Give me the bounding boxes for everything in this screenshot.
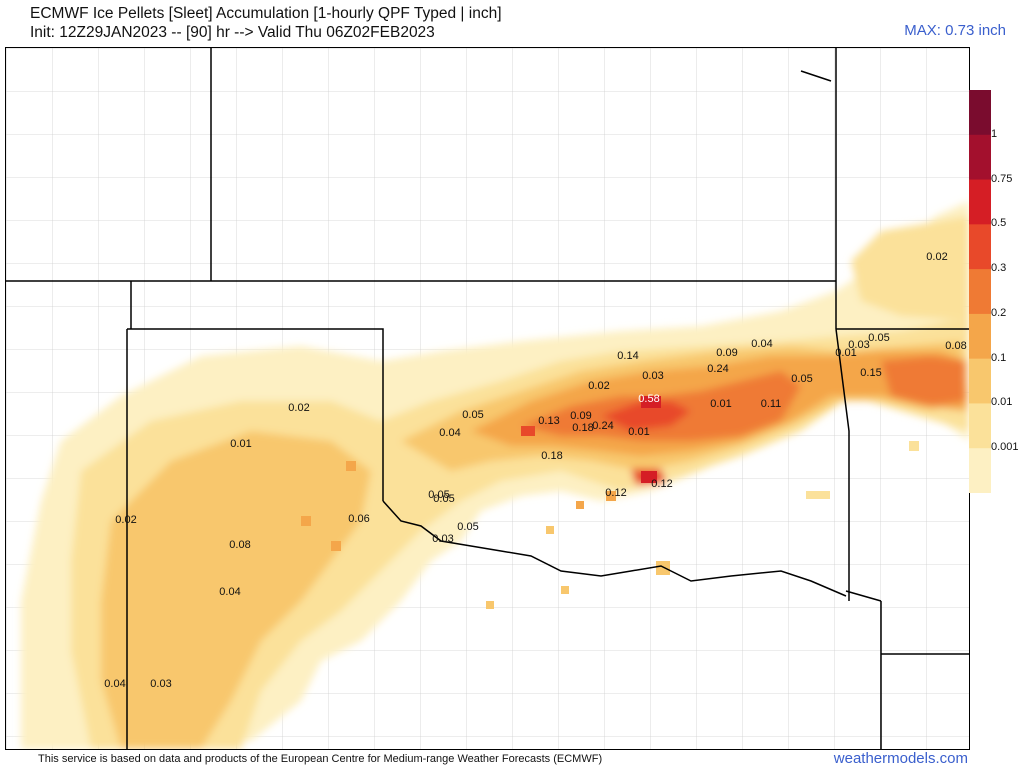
colorbar-label: 0.01 (991, 396, 1013, 409)
title-line-2: Init: 12Z29JAN2023 -- [90] hr --> Valid … (30, 24, 435, 41)
value-label: 0.01 (835, 347, 856, 359)
colorbar-label: 0.2 (991, 306, 1007, 319)
value-label: 0.12 (605, 487, 626, 499)
value-label: 0.01 (710, 398, 731, 410)
colorbar-swatch (969, 90, 991, 136)
value-label: 0.24 (707, 363, 728, 375)
precip-specks (301, 396, 919, 609)
colorbar-swatch (969, 313, 991, 360)
value-label: 0.04 (219, 586, 240, 598)
brand-link[interactable]: weathermodels.com (833, 750, 968, 767)
map-canvas: 0.020.010.02 0.060.080.040.04 0.030.050.05… (6, 48, 969, 749)
value-label: 0.09 (716, 347, 737, 359)
value-label: 0.03 (432, 533, 453, 545)
colorbar-swatch (969, 403, 991, 449)
value-labels: 0.020.010.02 0.060.080.040.04 0.030.050.05… (104, 251, 966, 690)
colorbar-label: 0.75 (991, 172, 1013, 185)
value-label: 0.02 (926, 251, 947, 263)
max-value-label: MAX: 0.73 inch (904, 22, 1006, 39)
value-label: 0.08 (229, 539, 250, 551)
value-label: 0.04 (751, 338, 772, 350)
value-label: 0.12 (651, 478, 672, 490)
value-label: 0.18 (572, 422, 593, 434)
value-label: 0.58 (638, 393, 659, 405)
colorbar-swatch (969, 134, 991, 181)
value-label: 0.02 (588, 380, 609, 392)
value-label: 0.03 (150, 678, 171, 690)
state-boundaries (6, 48, 969, 749)
map-title: ECMWF Ice Pellets [Sleet] Accumulation [… (30, 4, 502, 42)
value-label: 0.03 (848, 339, 869, 351)
value-label: 0.05 (457, 521, 478, 533)
value-label: 0.05 (433, 493, 454, 505)
value-label: 0.08 (945, 340, 966, 352)
colorbar-swatch (969, 224, 991, 270)
value-label: 0.24 (592, 420, 613, 432)
value-label: 0.09 (570, 410, 591, 422)
map-panel: 0.02 0.01 0.02 0.06 0.08 0.04 0.04 0.03 0.05 0.05… (5, 47, 970, 750)
colorbar-swatch (969, 448, 991, 493)
value-label: 0.01 (628, 426, 649, 438)
attribution-text: This service is based on data and produc… (38, 753, 603, 765)
colorbar (969, 90, 991, 493)
colorbar-label: 0.1 (991, 351, 1007, 364)
colorbar-label: 0.001 (991, 441, 1019, 454)
value-label: 0.02 (288, 402, 309, 414)
value-label: 0.05 (428, 489, 449, 501)
colorbar-swatch (969, 269, 991, 315)
title-line-1: ECMWF Ice Pellets [Sleet] Accumulation [… (30, 5, 502, 22)
precip-shading (21, 201, 969, 749)
colorbar-label: 0.5 (991, 217, 1007, 230)
value-label: 0.03 (642, 370, 663, 382)
value-label: 0.05 (868, 332, 889, 344)
value-label: 0.15 (860, 367, 881, 379)
value-label: 0.04 (104, 678, 125, 690)
value-label: 0.01 (230, 438, 251, 450)
value-label: 0.18 (541, 450, 562, 462)
value-label: 0.11 (761, 398, 782, 410)
value-label: 0.05 (791, 373, 812, 385)
colorbar-swatch (969, 179, 991, 225)
colorbar-swatch (969, 358, 991, 404)
value-label: 0.04 (439, 427, 460, 439)
value-label: 0.14 (617, 350, 638, 362)
colorbar-label: 0.3 (991, 262, 1007, 275)
value-label: 0.02 (115, 514, 136, 526)
value-label: 0.13 (538, 415, 559, 427)
value-label: 0.05 (462, 409, 483, 421)
value-label: 0.06 (348, 513, 369, 525)
colorbar-label: 1 (991, 127, 998, 140)
